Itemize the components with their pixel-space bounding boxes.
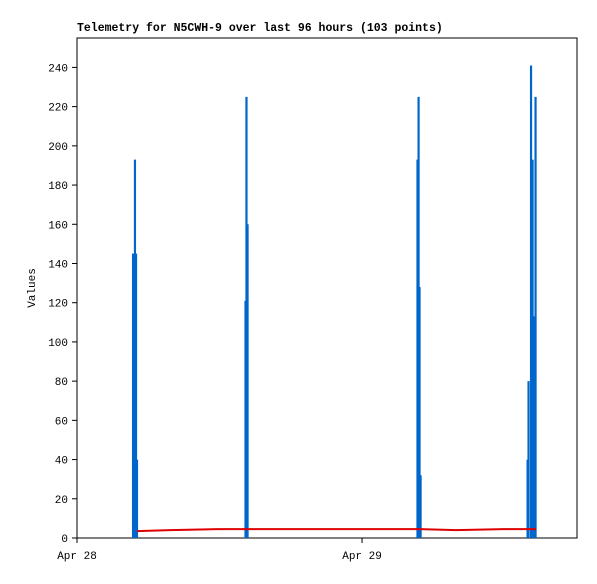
series-line bbox=[136, 528, 537, 533]
chart-title: Telemetry for N5CWH-9 over last 96 hours… bbox=[77, 22, 443, 35]
y-tick-label: 120 bbox=[48, 299, 68, 311]
y-tick-label: 0 bbox=[61, 534, 68, 546]
y-tick-label: 220 bbox=[48, 103, 68, 115]
y-tick-label: 140 bbox=[48, 259, 68, 271]
plot-frame bbox=[76, 37, 578, 539]
x-tick-label: Apr 29 bbox=[342, 551, 382, 563]
y-tick-label: 100 bbox=[48, 338, 68, 350]
x-tick-label: Apr 28 bbox=[57, 551, 97, 563]
y-tick-label: 160 bbox=[48, 220, 68, 232]
y-tick-label: 20 bbox=[55, 495, 68, 507]
y-tick-label: 40 bbox=[55, 456, 68, 468]
y-tick-label: 240 bbox=[48, 63, 68, 75]
y-tick-label: 80 bbox=[55, 377, 68, 389]
y-tick-label: 180 bbox=[48, 181, 68, 193]
y-tick-label: 200 bbox=[48, 142, 68, 154]
y-tick-label: 60 bbox=[55, 416, 68, 428]
y-axis-label: Values bbox=[27, 268, 39, 308]
